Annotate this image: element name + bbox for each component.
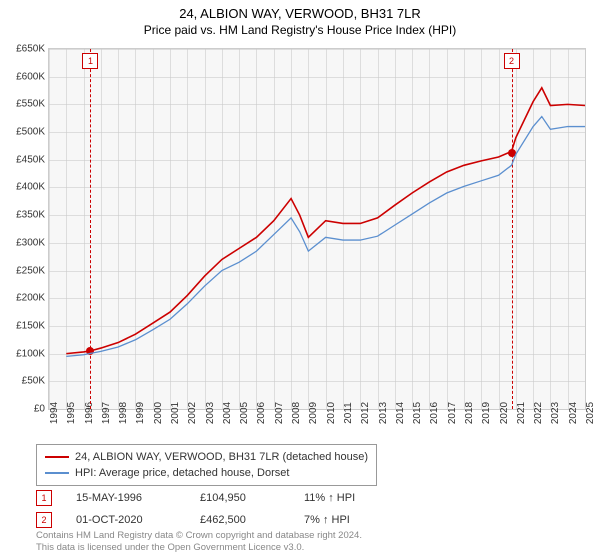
- y-axis-label: £150K: [16, 320, 45, 331]
- y-axis-label: £550K: [16, 99, 45, 110]
- legend-swatch: [45, 456, 69, 458]
- sale-row-2: 2 01-OCT-2020 £462,500 7% ↑ HPI: [36, 512, 384, 528]
- legend: 24, ALBION WAY, VERWOOD, BH31 7LR (detac…: [36, 444, 377, 486]
- chart-subtitle: Price paid vs. HM Land Registry's House …: [0, 21, 600, 37]
- y-axis-label: £600K: [16, 71, 45, 82]
- x-axis-label: 2025: [585, 402, 596, 424]
- sale-date-2: 01-OCT-2020: [76, 514, 176, 526]
- sale-price-2: £462,500: [200, 514, 280, 526]
- y-axis-label: £100K: [16, 348, 45, 359]
- legend-item: HPI: Average price, detached house, Dors…: [45, 465, 368, 481]
- sale-hpi-1: 11% ↑ HPI: [304, 492, 384, 504]
- y-axis-label: £650K: [16, 44, 45, 55]
- y-axis-label: £400K: [16, 182, 45, 193]
- y-axis-label: £250K: [16, 265, 45, 276]
- y-axis-label: £50K: [22, 376, 45, 387]
- footer: Contains HM Land Registry data © Crown c…: [36, 530, 362, 554]
- legend-label: 24, ALBION WAY, VERWOOD, BH31 7LR (detac…: [75, 449, 368, 465]
- sale-row-1: 1 15-MAY-1996 £104,950 11% ↑ HPI: [36, 490, 384, 506]
- legend-label: HPI: Average price, detached house, Dors…: [75, 465, 289, 481]
- legend-item: 24, ALBION WAY, VERWOOD, BH31 7LR (detac…: [45, 449, 368, 465]
- sale-marker-1: 1: [36, 490, 52, 506]
- y-axis-label: £0: [34, 404, 45, 415]
- chart-title: 24, ALBION WAY, VERWOOD, BH31 7LR: [0, 0, 600, 21]
- y-axis-label: £500K: [16, 127, 45, 138]
- sale-price-1: £104,950: [200, 492, 280, 504]
- footer-line2: This data is licensed under the Open Gov…: [36, 542, 362, 554]
- sale-date-1: 15-MAY-1996: [76, 492, 176, 504]
- y-axis-label: £350K: [16, 210, 45, 221]
- series-line: [66, 88, 585, 354]
- y-axis-label: £300K: [16, 237, 45, 248]
- sale-hpi-2: 7% ↑ HPI: [304, 514, 384, 526]
- chart-plot-area: £0£50K£100K£150K£200K£250K£300K£350K£400…: [48, 48, 586, 410]
- y-axis-label: £450K: [16, 154, 45, 165]
- footer-line1: Contains HM Land Registry data © Crown c…: [36, 530, 362, 542]
- sale-marker-2: 2: [36, 512, 52, 528]
- legend-swatch: [45, 472, 69, 474]
- y-axis-label: £200K: [16, 293, 45, 304]
